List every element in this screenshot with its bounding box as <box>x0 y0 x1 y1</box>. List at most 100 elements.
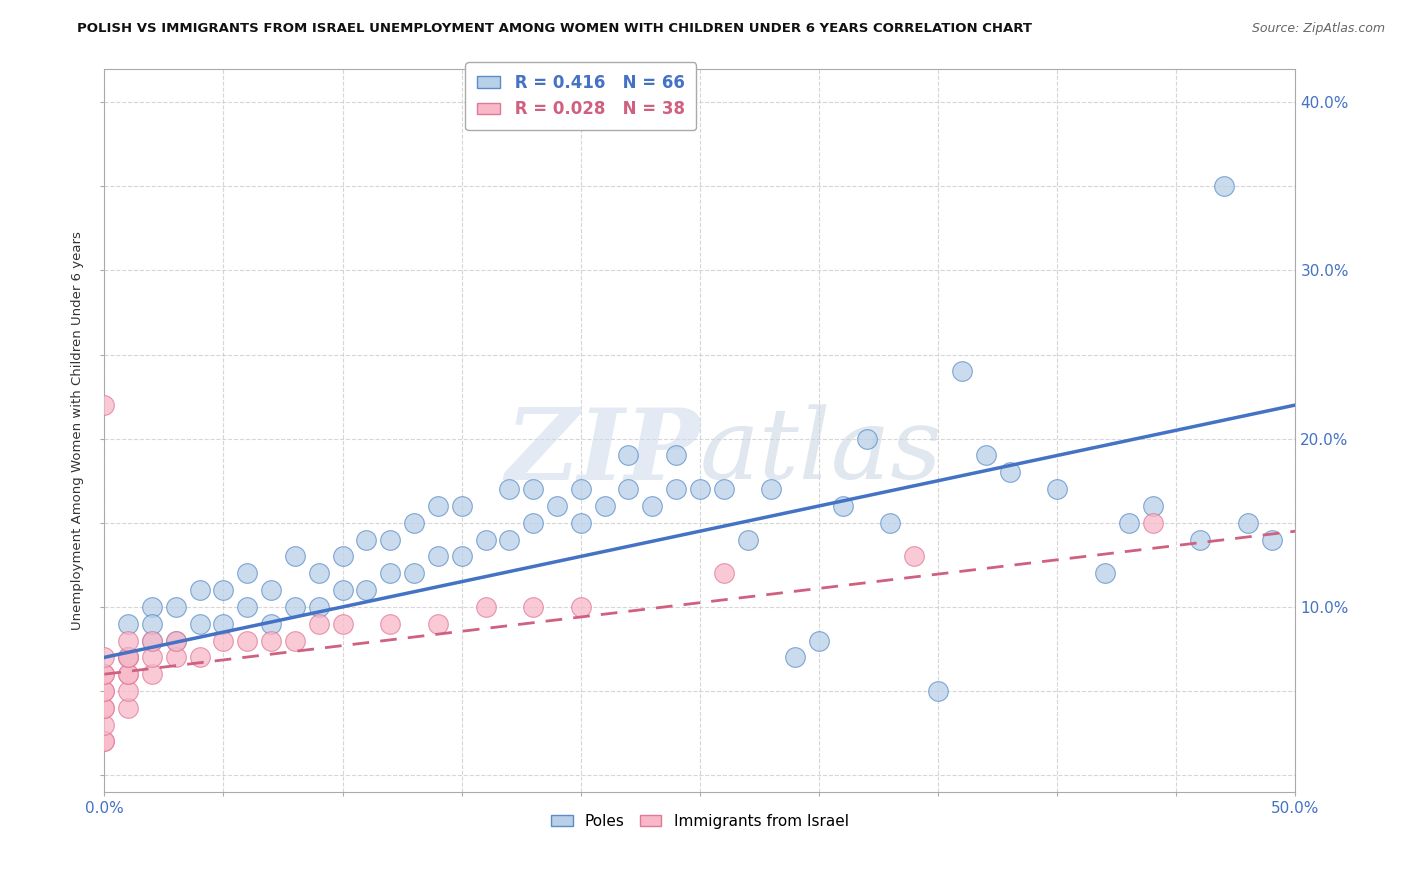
Point <box>284 633 307 648</box>
Point <box>808 633 831 648</box>
Point <box>569 599 592 614</box>
Point <box>93 701 115 715</box>
Point <box>1189 533 1212 547</box>
Point <box>927 684 949 698</box>
Point <box>450 549 472 564</box>
Point <box>1142 499 1164 513</box>
Point <box>380 533 402 547</box>
Point <box>1142 516 1164 530</box>
Point <box>188 616 211 631</box>
Point <box>665 449 688 463</box>
Point <box>617 482 640 496</box>
Point <box>1260 533 1282 547</box>
Point <box>785 650 807 665</box>
Point <box>212 583 235 598</box>
Point <box>665 482 688 496</box>
Text: POLISH VS IMMIGRANTS FROM ISRAEL UNEMPLOYMENT AMONG WOMEN WITH CHILDREN UNDER 6 : POLISH VS IMMIGRANTS FROM ISRAEL UNEMPLO… <box>77 22 1032 36</box>
Point <box>332 583 354 598</box>
Point <box>188 650 211 665</box>
Point <box>641 499 664 513</box>
Point <box>93 734 115 748</box>
Text: atlas: atlas <box>700 404 942 500</box>
Point <box>974 449 997 463</box>
Point <box>1094 566 1116 581</box>
Point <box>569 482 592 496</box>
Point <box>93 667 115 681</box>
Point <box>498 533 520 547</box>
Point <box>903 549 925 564</box>
Point <box>117 701 139 715</box>
Point <box>141 633 163 648</box>
Point <box>236 566 259 581</box>
Point <box>761 482 783 496</box>
Point <box>426 499 449 513</box>
Point <box>117 650 139 665</box>
Point <box>165 599 187 614</box>
Point <box>522 482 544 496</box>
Point <box>93 701 115 715</box>
Point <box>522 599 544 614</box>
Point <box>141 633 163 648</box>
Point <box>1236 516 1258 530</box>
Point <box>689 482 711 496</box>
Point <box>165 633 187 648</box>
Point <box>737 533 759 547</box>
Point <box>1046 482 1069 496</box>
Text: ZIP: ZIP <box>505 404 700 500</box>
Legend: Poles, Immigrants from Israel: Poles, Immigrants from Israel <box>546 808 855 835</box>
Point <box>236 599 259 614</box>
Point <box>93 684 115 698</box>
Point <box>117 633 139 648</box>
Point <box>117 650 139 665</box>
Point <box>593 499 616 513</box>
Point <box>117 616 139 631</box>
Point <box>236 633 259 648</box>
Point <box>284 599 307 614</box>
Point <box>260 583 283 598</box>
Point <box>93 398 115 412</box>
Point <box>93 734 115 748</box>
Point <box>165 633 187 648</box>
Point <box>402 516 425 530</box>
Point <box>188 583 211 598</box>
Point <box>165 650 187 665</box>
Point <box>212 616 235 631</box>
Point <box>426 549 449 564</box>
Point <box>402 566 425 581</box>
Point <box>141 667 163 681</box>
Point <box>380 566 402 581</box>
Point <box>522 516 544 530</box>
Point <box>284 549 307 564</box>
Point <box>332 549 354 564</box>
Point <box>1118 516 1140 530</box>
Point <box>879 516 901 530</box>
Point <box>831 499 853 513</box>
Point <box>950 364 973 378</box>
Point <box>855 432 877 446</box>
Point <box>617 449 640 463</box>
Point <box>260 616 283 631</box>
Point <box>93 667 115 681</box>
Point <box>498 482 520 496</box>
Point <box>332 616 354 631</box>
Point <box>93 717 115 731</box>
Point <box>569 516 592 530</box>
Point <box>141 650 163 665</box>
Point <box>474 599 496 614</box>
Point <box>117 667 139 681</box>
Point <box>260 633 283 648</box>
Point <box>117 667 139 681</box>
Text: Source: ZipAtlas.com: Source: ZipAtlas.com <box>1251 22 1385 36</box>
Point <box>308 566 330 581</box>
Point <box>212 633 235 648</box>
Point <box>117 650 139 665</box>
Point <box>474 533 496 547</box>
Point <box>308 599 330 614</box>
Point <box>356 583 378 598</box>
Point <box>546 499 568 513</box>
Point <box>1213 179 1236 194</box>
Point <box>356 533 378 547</box>
Point <box>713 482 735 496</box>
Point <box>998 465 1021 479</box>
Y-axis label: Unemployment Among Women with Children Under 6 years: Unemployment Among Women with Children U… <box>72 231 84 630</box>
